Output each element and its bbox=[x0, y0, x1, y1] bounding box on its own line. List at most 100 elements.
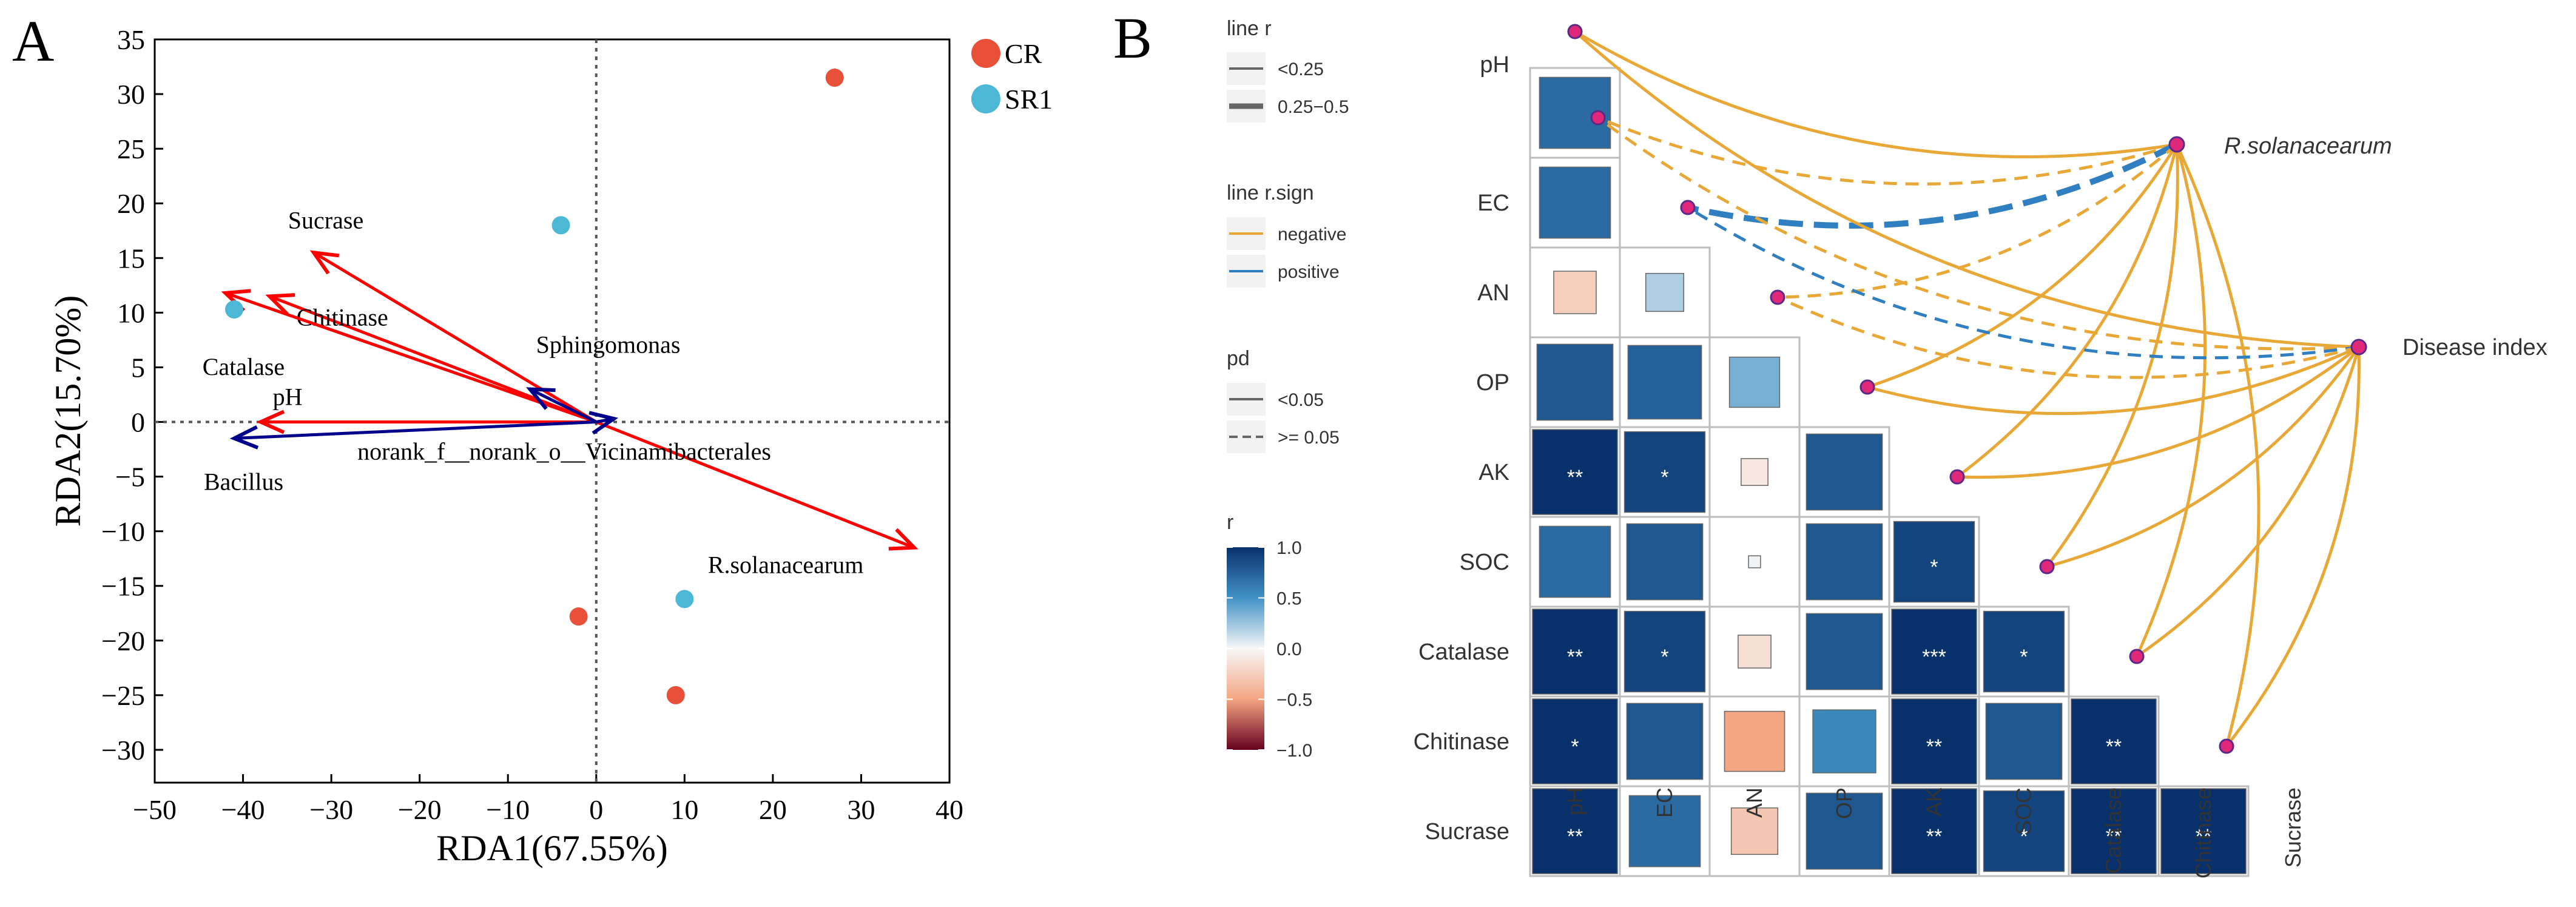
link-node-op bbox=[1770, 289, 1785, 305]
heatmap-cell-catalase-ec bbox=[1623, 610, 1706, 693]
y-tick-label: 25 bbox=[117, 133, 145, 164]
row-label-catalase: Catalase bbox=[1418, 639, 1509, 665]
arrow-label-sphingomonas: Sphingomonas bbox=[536, 331, 681, 358]
heatmap-cell-chitinase-ak bbox=[1891, 698, 1977, 784]
heatmap-cell-sucrase-an bbox=[1730, 807, 1779, 855]
link-disease-index-catalase bbox=[2046, 346, 2361, 568]
arrow-sphingomonas bbox=[529, 388, 597, 423]
arrow-catalase bbox=[224, 291, 597, 423]
legend-line-sign-label: negative bbox=[1278, 224, 1346, 244]
heatmap-cell-ak-op bbox=[1806, 433, 1883, 511]
link-r-solanacearum-catalase bbox=[2046, 144, 2179, 568]
column-label-ph: pH bbox=[1562, 787, 1587, 815]
column-label-op: OP bbox=[1832, 787, 1856, 819]
legend-pd-label: >= 0.05 bbox=[1278, 428, 1340, 448]
row-label-ak: AK bbox=[1479, 460, 1509, 485]
column-label-sucrase: Sucrase bbox=[2281, 787, 2305, 868]
target-label-r-solanacearum: R.solanacearum bbox=[2224, 133, 2392, 159]
point-cr bbox=[666, 686, 685, 704]
significance-label: * bbox=[1930, 556, 1938, 579]
x-tick-label: 20 bbox=[759, 794, 787, 825]
point-sr1 bbox=[225, 300, 243, 319]
y-tick-label: −30 bbox=[101, 735, 145, 766]
colorbar bbox=[1227, 547, 1264, 750]
heatmap-cell-soc-an bbox=[1748, 555, 1761, 568]
link-r-solanacearum-soc bbox=[1956, 144, 2179, 479]
significance-label: * bbox=[2020, 646, 2028, 669]
link-disease-index-ph bbox=[1574, 30, 2359, 349]
x-tick-label: −20 bbox=[398, 794, 442, 825]
colorbar-tick-label: 1.0 bbox=[1276, 538, 1302, 558]
legend-swatch-sr1 bbox=[971, 84, 1000, 113]
legend-swatch-cr bbox=[971, 39, 1000, 68]
x-tick-label: −50 bbox=[133, 794, 177, 825]
arrow-label-catalase: Catalase bbox=[203, 353, 285, 380]
link-r-solanacearum-sucrase bbox=[2175, 143, 2261, 747]
y-tick-label: 30 bbox=[117, 79, 145, 110]
legend-pd-title: pd bbox=[1227, 347, 1250, 370]
arrowhead-norank-f-norank-o-vicinamibacterales bbox=[588, 411, 619, 435]
link-node-ec bbox=[1590, 110, 1606, 126]
column-label-catalase: Catalase bbox=[2101, 787, 2126, 874]
link-r-solanacearum-ak bbox=[1867, 143, 2179, 389]
point-sr1 bbox=[551, 216, 570, 235]
link-node-ak bbox=[1860, 379, 1875, 395]
heatmap-cell-catalase-op bbox=[1806, 613, 1883, 690]
arrow-label-ph: pH bbox=[273, 383, 303, 411]
heatmap-cell-sucrase-catalase bbox=[2071, 788, 2157, 874]
significance-label: ** bbox=[1567, 825, 1583, 848]
link-disease-index-an bbox=[1687, 206, 2359, 360]
arrow-label-r-solanacearum: R.solanacearum bbox=[708, 551, 864, 579]
heatmap-cell-catalase-soc bbox=[1983, 610, 2065, 693]
heatmap-cell-op-ph bbox=[1536, 343, 1614, 421]
heatmap-cell-catalase-ph bbox=[1532, 609, 1618, 695]
heatmap-cell-ec-ph bbox=[1539, 166, 1611, 239]
column-label-chitinase: Chitinase bbox=[2191, 787, 2216, 878]
heatmap-cell-an-ec bbox=[1645, 272, 1685, 312]
y-tick-label: 10 bbox=[117, 297, 145, 328]
heatmap-cell-soc-op bbox=[1806, 523, 1883, 601]
heatmap-cell-catalase-ak bbox=[1891, 609, 1977, 695]
column-label-ak: AK bbox=[1921, 787, 1946, 817]
legend-pd-label: <0.05 bbox=[1278, 390, 1324, 410]
x-tick-label: −30 bbox=[309, 794, 353, 825]
legend-line-sign-label: positive bbox=[1278, 262, 1340, 282]
column-label-soc: SOC bbox=[2011, 787, 2036, 835]
row-label-ec: EC bbox=[1477, 191, 1509, 216]
y-axis-title: RDA2(15.70%) bbox=[48, 295, 88, 527]
significance-label: * bbox=[1571, 735, 1579, 758]
heatmap-cell-chitinase-ec bbox=[1626, 703, 1704, 780]
panel-a-rda-plot: −50 −40 −30 −20 −10 0 10 20 30 40−30−25−20−15−10−… bbox=[48, 24, 1053, 868]
link-disease-index-ak bbox=[1867, 345, 2360, 416]
x-axis-title: RDA1(67.55%) bbox=[436, 828, 668, 868]
significance-label: ** bbox=[2106, 735, 2122, 758]
colorbar-tick-label: −1.0 bbox=[1276, 741, 1312, 761]
link-disease-index-ec bbox=[1597, 116, 2359, 351]
y-tick-label: 15 bbox=[117, 243, 145, 274]
heatmap-cell-op-ec bbox=[1627, 345, 1702, 420]
panel-b-correlation-network: ** **** * *** ** ** **** ** * ** **pHECANOPAKSOCCa… bbox=[1227, 17, 2547, 878]
y-tick-label: 20 bbox=[117, 188, 145, 219]
point-sr1 bbox=[675, 590, 694, 609]
row-label-soc: SOC bbox=[1460, 550, 1509, 575]
significance-label: ** bbox=[2196, 825, 2211, 848]
significance-label: * bbox=[1661, 466, 1668, 489]
legend-line-r-title: line r bbox=[1227, 17, 1272, 40]
point-cr bbox=[569, 607, 588, 626]
target-node-r-solanacearum bbox=[2168, 136, 2185, 153]
significance-label: ** bbox=[1926, 825, 1942, 848]
link-node-an bbox=[1680, 200, 1696, 215]
column-label-ec: EC bbox=[1652, 787, 1677, 818]
heatmap-cell-an-ph bbox=[1553, 271, 1597, 314]
row-label-an: AN bbox=[1477, 280, 1509, 306]
link-r-solanacearum-op bbox=[1777, 143, 2178, 299]
link-r-solanacearum-ph bbox=[1574, 30, 2177, 158]
arrow-bacillus bbox=[234, 420, 596, 440]
legend-line-r-label: 0.25−0.5 bbox=[1278, 97, 1349, 117]
link-r-solanacearum-ec bbox=[1597, 116, 2177, 186]
arrow-label-sucrase: Sucrase bbox=[288, 206, 363, 234]
heatmap-cell-sucrase-op bbox=[1806, 792, 1883, 870]
heatmap-cell-chitinase-catalase bbox=[2071, 698, 2157, 784]
arrow-label-bacillus: Bacillus bbox=[204, 468, 283, 496]
